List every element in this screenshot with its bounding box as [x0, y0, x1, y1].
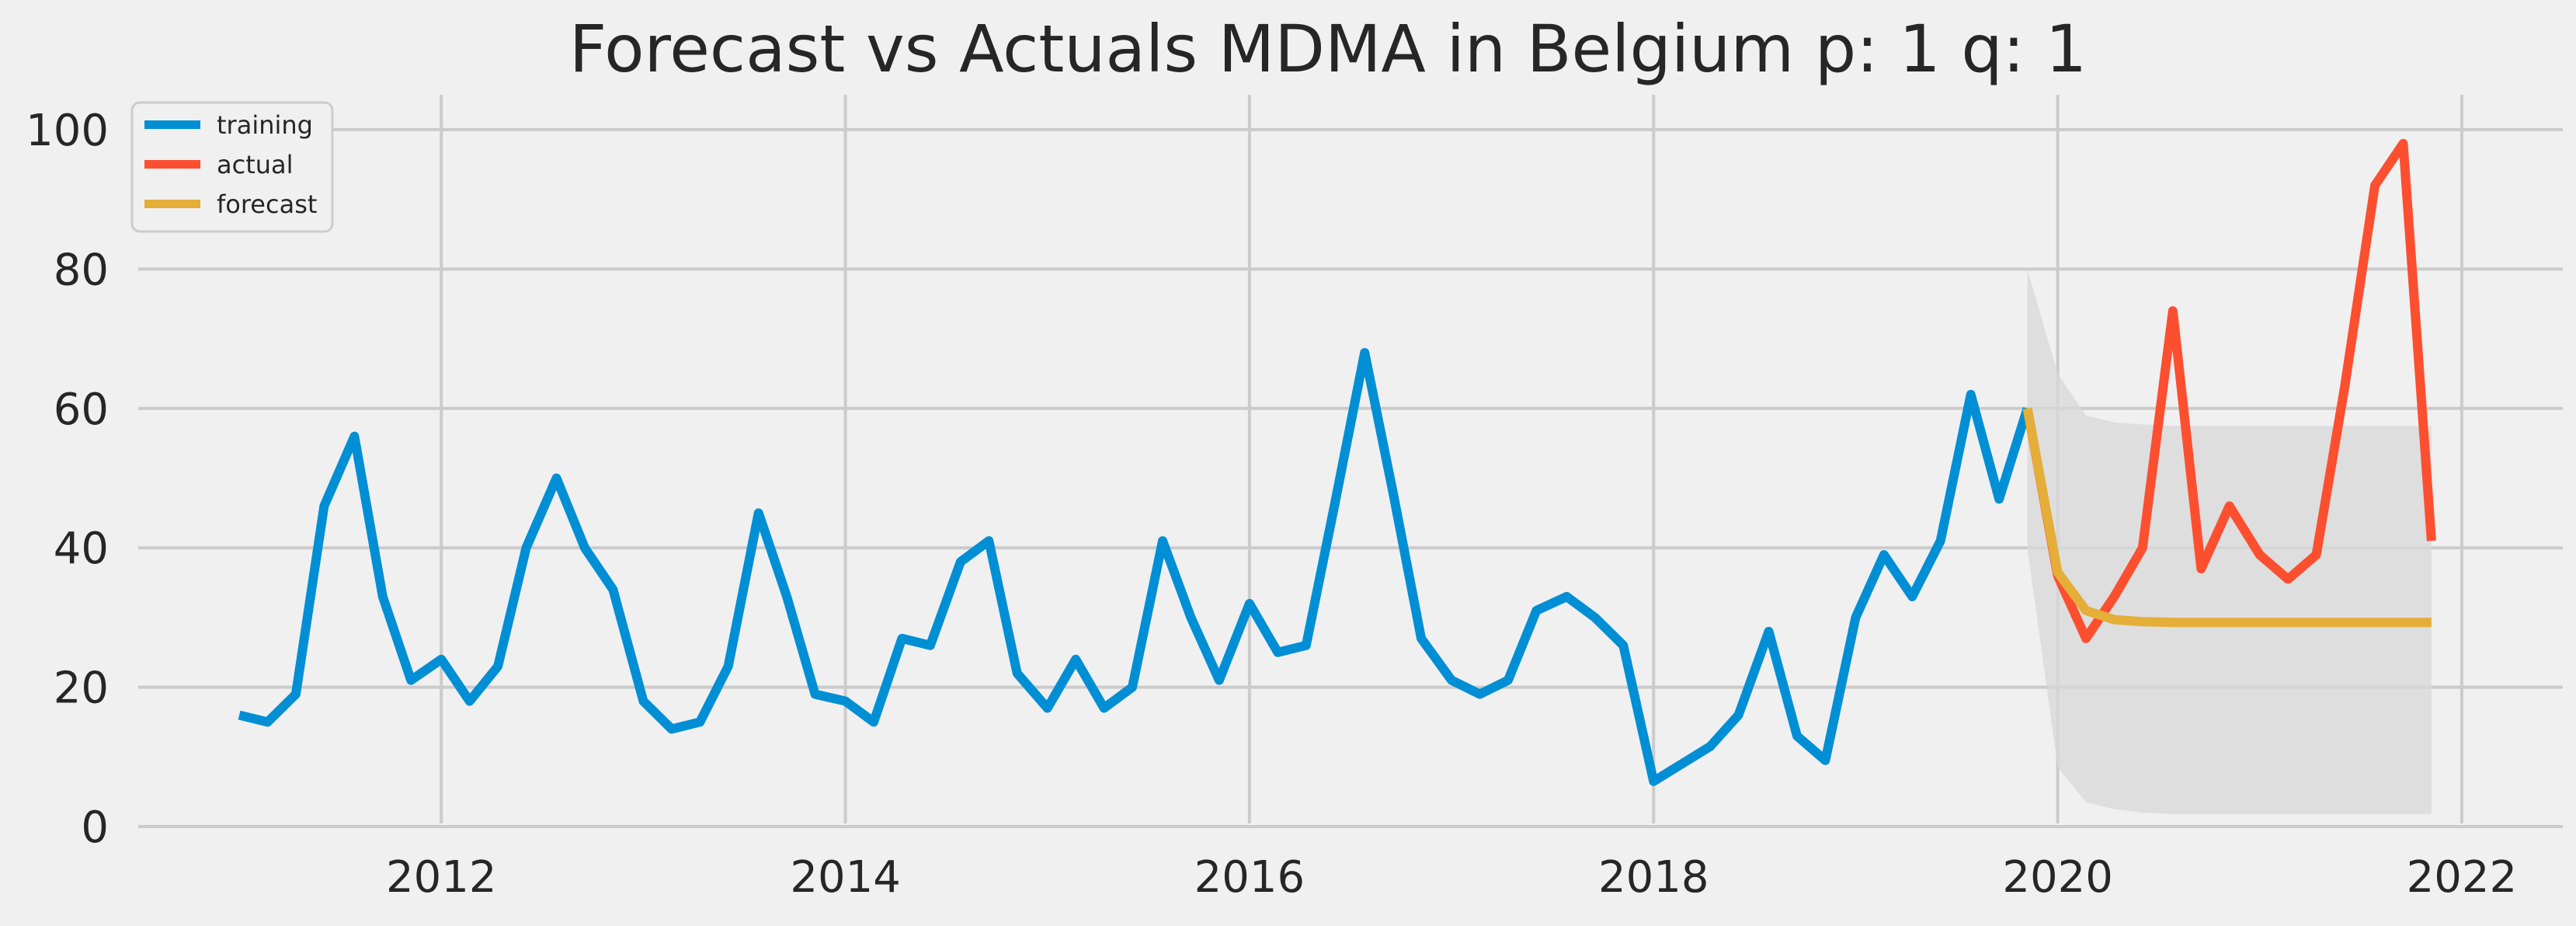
x-tick-label: 2012: [386, 852, 497, 903]
legend-label-actual: actual: [217, 150, 294, 179]
legend-label-forecast: forecast: [217, 190, 317, 219]
y-tick-label: 20: [54, 663, 109, 714]
legend: training actual forecast: [130, 101, 334, 233]
legend-swatch-training: [144, 120, 200, 129]
y-tick-label: 0: [81, 802, 109, 853]
legend-frame: [130, 101, 334, 233]
tick-labels: 0 20 40 60 80 100 2012 2014 2016 2018 2020 2022: [26, 106, 2517, 903]
x-tick-label: 2016: [1194, 852, 1305, 903]
series-layer: [238, 138, 2436, 786]
confidence-band: [2027, 269, 2432, 814]
x-tick-label: 2014: [790, 852, 901, 903]
y-tick-label: 100: [26, 106, 109, 156]
series-line-forecast: [2022, 407, 2432, 628]
series-line-actual: [2022, 138, 2436, 643]
x-tick-label: 2018: [1598, 852, 1709, 903]
chart-title: Forecast vs Actuals MDMA in Belgium p: 1…: [569, 11, 2087, 87]
confidence-band-layer: [2027, 269, 2432, 814]
x-tick-label: 2020: [2002, 852, 2113, 903]
legend-label-training: training: [217, 110, 313, 140]
y-tick-label: 80: [54, 245, 109, 295]
legend-swatch-forecast: [144, 200, 200, 208]
legend-swatch-actual: [144, 160, 200, 169]
y-tick-label: 60: [54, 385, 109, 435]
grid: [138, 95, 2563, 829]
y-tick-label: 40: [54, 524, 109, 574]
x-tick-label: 2022: [2407, 852, 2518, 903]
series-line-training: [238, 348, 2032, 786]
